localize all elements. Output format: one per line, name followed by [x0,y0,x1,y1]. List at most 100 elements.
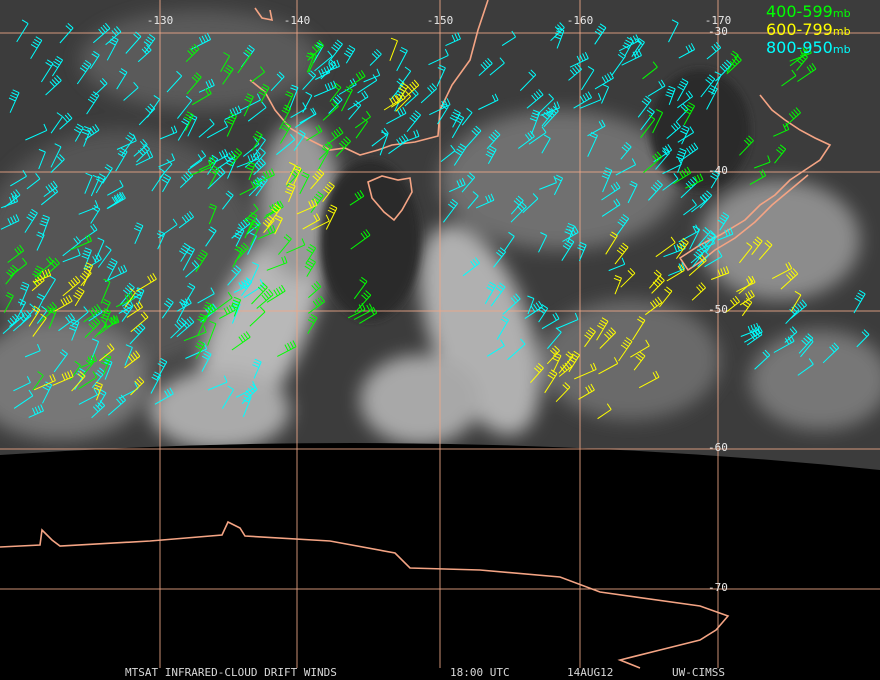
wind-barb [313,80,337,97]
wind-barb [33,268,52,283]
wind-barb [306,124,323,141]
wind-barb [78,200,99,215]
wind-barb [703,230,716,248]
wind-barb [263,200,284,219]
wind-barb [683,102,696,126]
wind-barb [668,19,679,43]
legend-unit: mb [833,25,851,38]
wind-barb [449,109,461,128]
wind-barb [257,168,275,184]
wind-barb [800,336,814,358]
wind-barb [179,242,191,262]
wind-barb [197,287,215,304]
wind-barb [36,305,48,324]
wind-barb [544,369,558,394]
wind-barb [84,253,102,271]
wind-barb [71,371,86,392]
wind-barb [739,289,755,306]
wind-barb [638,370,660,389]
wind-barb [256,288,274,309]
footer-time: 18:00 UTC [450,666,510,679]
wind-barb [369,48,382,66]
wind-barb [507,338,526,361]
wind-barb [725,295,740,313]
footer: MTSAT INFRARED-CLOUD DRIFT WINDS 18:00 U… [125,666,725,679]
longitude-label: -150 [427,14,454,27]
wind-barb [99,343,115,362]
wind-barb [445,32,461,47]
wind-barb [462,257,480,277]
wind-barb [158,153,176,168]
wind-barb [274,214,283,235]
wind-barb [359,306,378,324]
wind-barb [496,315,510,340]
wind-barb [578,383,595,400]
wind-barb [790,290,802,312]
wind-barb [252,358,262,379]
wind-barb [195,340,205,359]
wind-barb [94,319,107,338]
wind-barb [704,250,723,268]
wind-barb [226,157,236,179]
wind-barb [205,226,217,247]
wind-barb [822,342,840,364]
wind-barb [130,311,149,333]
wind-barb [40,185,59,206]
wind-barb [771,261,793,280]
wind-barb [100,308,111,328]
wind-barb [254,147,266,166]
wind-barb [325,204,338,230]
wind-barb [184,111,194,131]
wind-barb [510,201,527,223]
wind-barb [601,167,613,193]
wind-barb [10,170,27,187]
wind-barb [178,211,194,229]
wind-barb [631,38,642,57]
wind-barb [683,199,697,216]
wind-barb [688,254,707,276]
wind-barb [230,301,241,324]
wind-barb [135,150,154,166]
wind-barb [185,282,196,304]
wind-barb [206,120,229,139]
wind-barb [615,158,637,176]
wind-barb [618,337,633,362]
wind-barb [198,118,215,138]
wind-barb [207,167,226,190]
wind-barb [279,104,292,130]
wind-barb [302,91,313,113]
wind-barb [185,43,200,63]
wind-barb [302,70,317,91]
wind-barb [207,375,228,391]
wind-barb [789,46,812,62]
wind-barb [246,161,256,181]
wind-barb [4,189,21,208]
wind-barb [486,129,501,150]
wind-barb [226,112,237,137]
wind-barb [341,86,353,112]
wind-barb [150,371,162,394]
wind-barb [45,75,62,96]
wind-barb [371,127,389,147]
wind-barb [754,349,771,370]
wind-barb [24,344,41,358]
wind-barb [143,33,156,53]
wind-barb [310,168,325,190]
wind-barb [191,87,212,106]
wind-barb [241,383,258,404]
legend-unit: mb [833,43,851,56]
wind-barb [189,150,207,168]
wind-barb [3,292,14,313]
wind-barb [774,144,787,164]
wind-barb [643,151,663,173]
wind-barb [322,100,339,121]
wind-barb [207,154,219,175]
wind-barb [689,225,701,250]
wind-barb [100,353,112,375]
wind-barb [558,360,573,377]
wind-barb [440,144,456,162]
wind-barb [475,193,495,209]
wind-barb [562,226,579,242]
wind-barb [717,227,734,241]
legend-entry: 800-950mb [766,38,851,57]
